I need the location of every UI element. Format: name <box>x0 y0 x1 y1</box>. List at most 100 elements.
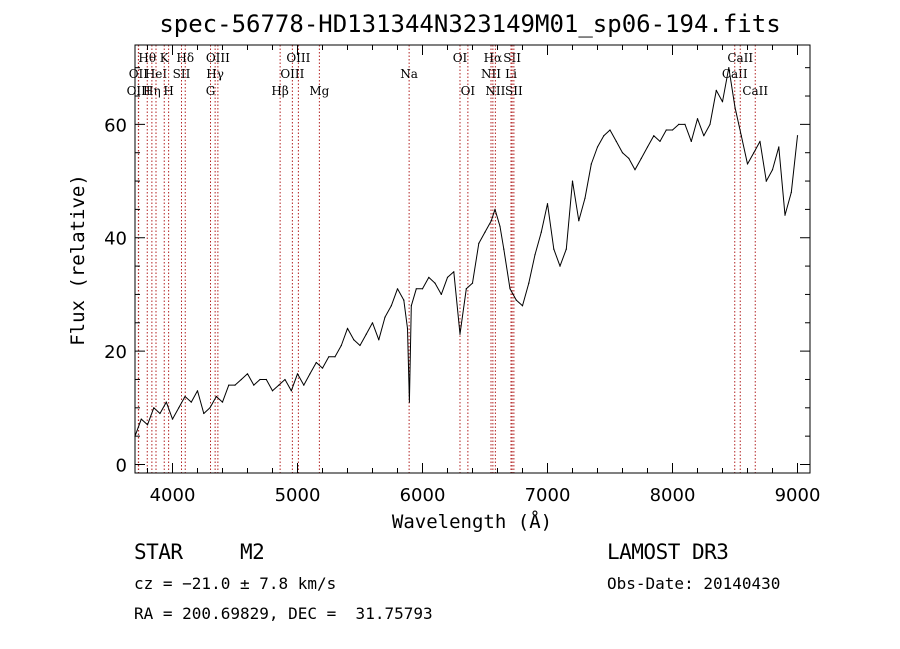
data-point <box>553 248 555 250</box>
observation-date: Obs-Date: 20140430 <box>607 574 781 593</box>
data-point <box>265 378 267 381</box>
data-point <box>315 361 317 364</box>
data-point <box>621 152 624 154</box>
x-tick-label: 8000 <box>650 485 696 506</box>
data-point <box>665 129 667 131</box>
data-point <box>590 163 592 165</box>
data-point <box>303 384 305 386</box>
data-point <box>684 123 686 125</box>
data-point <box>353 339 355 341</box>
data-point <box>184 395 186 398</box>
data-point <box>396 288 399 290</box>
spectral-line-label: G <box>206 84 216 98</box>
data-point <box>153 407 155 409</box>
data-point <box>215 395 217 398</box>
data-point <box>565 248 567 250</box>
data-point <box>328 356 330 358</box>
data-point <box>653 135 655 137</box>
data-point <box>678 123 680 125</box>
data-point <box>410 305 412 307</box>
data-point <box>721 101 724 103</box>
data-point <box>740 135 742 137</box>
coordinates: RA = 200.69829, DEC = 31.75793 <box>134 604 433 623</box>
data-point <box>146 424 149 426</box>
spectral-line-label: OIII <box>280 67 304 81</box>
data-point <box>578 220 580 222</box>
data-point <box>603 135 605 137</box>
data-point <box>228 384 230 386</box>
data-point <box>371 322 374 324</box>
spectral-line-label: Li <box>505 67 517 81</box>
data-point <box>540 231 542 233</box>
data-point <box>253 384 255 386</box>
data-point <box>759 140 761 142</box>
data-point <box>384 316 386 318</box>
x-tick-label: 4000 <box>150 485 196 506</box>
spectral-line-label: H <box>163 84 173 98</box>
data-point <box>321 367 324 369</box>
x-tick-label: 7000 <box>525 485 571 506</box>
data-point <box>246 373 249 375</box>
data-point <box>753 152 755 154</box>
data-point <box>690 140 692 142</box>
data-point <box>296 373 299 375</box>
data-point <box>403 299 405 301</box>
data-point <box>709 123 711 125</box>
spectral-line-label: OI <box>461 84 476 98</box>
spectral-line-label: CaII <box>722 67 748 81</box>
y-tick-label: 40 <box>104 229 127 250</box>
data-point <box>159 412 161 415</box>
data-point <box>165 401 167 403</box>
data-point <box>634 169 636 171</box>
data-point <box>515 299 517 301</box>
spectral-line-label: SII <box>173 67 191 81</box>
spectral-line-label: Hη <box>143 84 161 98</box>
data-point <box>359 344 361 347</box>
data-point <box>796 135 799 137</box>
redshift-velocity: cz = −21.0 ± 7.8 km/s <box>134 574 337 593</box>
data-point <box>628 157 630 159</box>
spectral-line-label: Hθ <box>138 51 156 65</box>
spectral-line-label: NII <box>485 84 505 98</box>
series-line-flux <box>134 67 798 437</box>
spectral-line-label: OIII <box>206 51 230 65</box>
data-point <box>609 129 611 131</box>
spectral-line-label: Hβ <box>271 84 288 98</box>
data-point <box>334 356 336 358</box>
data-point <box>459 333 461 335</box>
spectral-line-markers: OIIOIIIHθHηHeIKHSIIHδGHγOIIIHβOIIIOIIIMg… <box>127 45 768 473</box>
spectral-line-label: Hα <box>484 51 503 65</box>
survey-name: LAMOST DR3 <box>607 540 729 564</box>
data-point <box>646 146 649 148</box>
data-point <box>178 407 180 409</box>
x-tick-label: 5000 <box>275 485 321 506</box>
data-point <box>584 197 586 199</box>
spectral-line-label: Hγ <box>206 67 224 81</box>
data-point <box>406 327 409 329</box>
data-point <box>728 67 730 69</box>
spectral-line-label: SII <box>505 84 523 98</box>
data-point <box>615 140 617 142</box>
spectral-line-label: OIII <box>286 51 310 65</box>
y-axis: 0 20 40 60 <box>104 67 810 476</box>
spectral-line-label: HeI <box>145 67 168 81</box>
data-point <box>415 288 417 290</box>
data-point <box>290 390 292 392</box>
data-point <box>171 418 174 420</box>
data-point <box>259 378 261 381</box>
data-point <box>284 378 286 381</box>
data-point <box>340 344 342 347</box>
data-point <box>390 305 392 307</box>
x-axis-label: Wavelength (Å) <box>392 510 552 533</box>
data-point <box>596 146 599 148</box>
data-point <box>771 169 774 171</box>
data-point <box>484 231 486 233</box>
data-point <box>271 390 274 392</box>
data-point <box>434 282 436 284</box>
data-point <box>440 293 442 295</box>
y-tick-label: 20 <box>104 342 127 363</box>
data-point <box>521 305 524 307</box>
data-point <box>140 418 142 420</box>
data-point <box>278 384 280 386</box>
data-point <box>734 106 736 108</box>
